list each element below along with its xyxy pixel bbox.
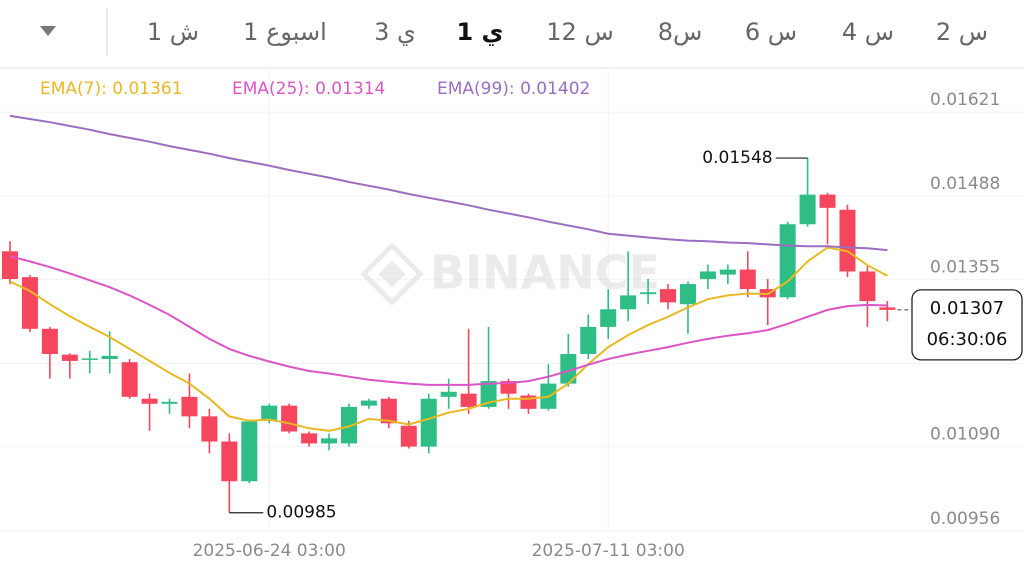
candle-body — [301, 433, 318, 444]
countdown: 06:30:06 — [927, 329, 1008, 350]
candle-body — [739, 269, 756, 290]
watermark: BINANCE — [360, 242, 660, 306]
legend-entry: EMA(99): 0.01402 — [437, 79, 590, 99]
price-box — [911, 289, 1023, 361]
ema-line — [9, 246, 888, 432]
candle-body — [121, 362, 138, 397]
y-tick-label: 0.01355 — [930, 258, 1000, 278]
candle-body — [679, 284, 696, 305]
dropdown-arrow[interactable] — [40, 26, 56, 36]
candle-body — [719, 269, 736, 275]
tab[interactable]: 6 س — [745, 18, 797, 46]
candle-body — [360, 400, 377, 406]
candle-body — [460, 393, 477, 407]
candle-body — [201, 416, 218, 442]
tab[interactable]: 1 اسبوع — [243, 18, 327, 46]
candle-body — [181, 396, 198, 417]
candle-body — [420, 398, 437, 447]
candle-body — [600, 309, 617, 327]
candle-body — [281, 405, 298, 432]
candle-body — [620, 295, 637, 310]
candle-body — [699, 271, 716, 280]
candle-body — [560, 353, 577, 384]
legend-entry: EMA(7): 0.01361 — [40, 79, 183, 99]
ema-line — [9, 114, 888, 252]
candle-body — [101, 355, 118, 360]
y-tick-label: 0.01488 — [930, 174, 1000, 194]
candle-body — [81, 358, 98, 360]
candle-body — [241, 421, 258, 482]
x-tick-label: 2025-06-24 03:00 — [193, 541, 346, 561]
x-tick-label: 2025-07-11 03:00 — [532, 541, 685, 561]
y-tick-label: 0.01090 — [930, 425, 1000, 445]
ema-line — [9, 255, 888, 386]
candle-body — [640, 292, 657, 295]
tab[interactable]: 1 ش — [147, 18, 199, 46]
tab[interactable]: 8س — [658, 18, 703, 46]
current-price: 0.01307 — [930, 298, 1004, 319]
candle-body — [261, 405, 278, 421]
candle-body — [480, 381, 497, 407]
candle-body — [161, 401, 178, 404]
candle-body — [2, 251, 18, 280]
candle-body — [839, 209, 856, 272]
candle-body — [500, 381, 517, 394]
tab[interactable]: 4 س — [842, 18, 894, 46]
candle-body — [819, 194, 836, 208]
high-label: 0.01548 — [702, 148, 772, 168]
watermark-text: BINANCE — [430, 246, 660, 300]
candle-body — [440, 391, 457, 397]
candle-body — [141, 398, 158, 404]
tab[interactable]: 12 س — [546, 18, 613, 46]
candle-body — [660, 289, 677, 303]
tab[interactable]: 1 ي — [456, 18, 503, 46]
watermark-logo — [360, 242, 424, 306]
y-tick-label: 0.01621 — [930, 90, 1000, 110]
candle-body — [321, 438, 338, 444]
tab[interactable]: 2 س — [936, 18, 988, 46]
candle-body — [380, 398, 397, 424]
low-label: 0.00985 — [266, 503, 336, 523]
candle-body — [221, 441, 238, 482]
legend-entry: EMA(25): 0.01314 — [232, 79, 385, 99]
tab[interactable]: 3 ي — [374, 18, 416, 46]
candle-body — [21, 277, 38, 329]
candle-body — [859, 271, 876, 302]
candle-body — [879, 307, 896, 310]
candle-body — [580, 326, 597, 354]
y-tick-label: 0.00956 — [930, 509, 1000, 529]
candle-body — [340, 406, 357, 444]
candle-body — [779, 224, 796, 298]
candle-body — [400, 425, 417, 447]
candle-body — [61, 354, 78, 361]
candle-body — [41, 328, 58, 354]
candle-body — [799, 194, 816, 225]
